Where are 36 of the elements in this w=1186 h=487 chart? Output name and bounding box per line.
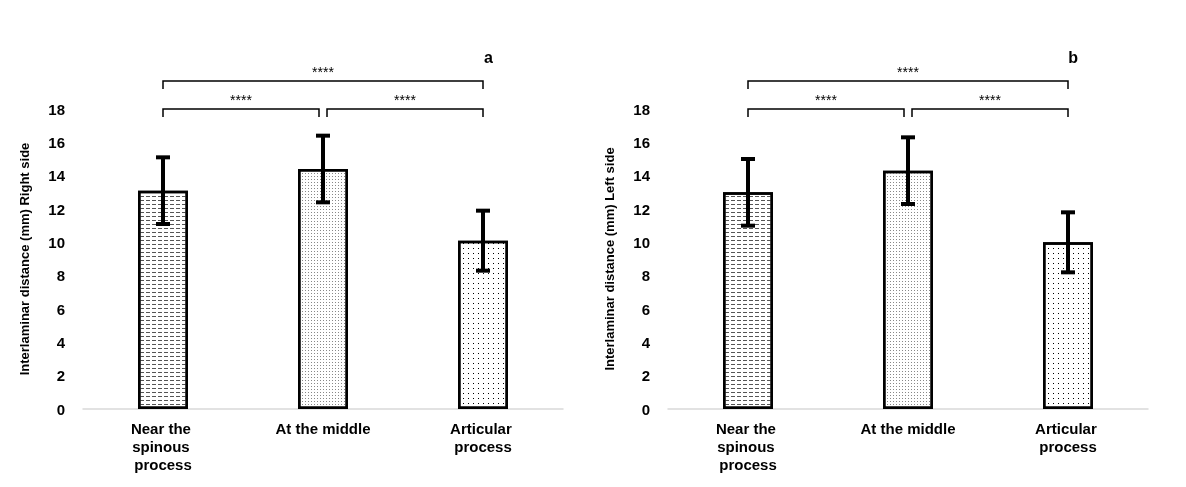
y-tick-label: 4: [56, 333, 66, 351]
y-tick-label: 10: [48, 233, 65, 251]
y-tick-label: 18: [633, 100, 650, 118]
text: ****: [230, 92, 253, 108]
y-tick-label: 14: [48, 167, 66, 185]
y-tick-label: 4: [641, 333, 651, 351]
y-tick-label: 8: [641, 267, 650, 285]
y-tick-label: 16: [48, 133, 65, 151]
y-tick-label: 2: [641, 367, 650, 385]
x-tick-label: At the middle: [860, 419, 956, 437]
x-tick-label: Near the spinous process: [715, 419, 781, 473]
y-tick-label: 0: [641, 400, 650, 418]
y-tick-label: 12: [633, 200, 650, 218]
y-tick-label: 18: [48, 100, 65, 118]
y-tick-label: 0: [56, 400, 65, 418]
y-axis-title: Interlaminar distance (mm) Left side: [602, 147, 617, 371]
x-tick-label: At the middle: [275, 419, 371, 437]
chart-title: b: [1068, 48, 1079, 66]
text: ****: [312, 64, 335, 80]
y-tick-label: 6: [56, 300, 65, 318]
y-tick-label: 8: [56, 267, 65, 285]
y-tick-label: 14: [633, 167, 651, 185]
y-tick-label: 6: [641, 300, 650, 318]
chart-title: a: [484, 48, 494, 66]
text: ****: [815, 92, 838, 108]
x-tick-label: Articular process: [450, 419, 516, 455]
y-tick-label: 2: [56, 367, 65, 385]
text: ****: [394, 92, 417, 108]
x-tick-label: Near the spinous process: [130, 419, 196, 473]
y-tick-label: 16: [633, 133, 650, 151]
y-tick-label: 12: [48, 200, 65, 218]
text: ****: [979, 92, 1002, 108]
y-axis-title: Interlaminar distance (mm) Right side: [17, 142, 32, 376]
x-tick-label: Articular process: [1035, 419, 1101, 455]
y-tick-label: 10: [633, 233, 650, 251]
text: ****: [897, 64, 920, 80]
